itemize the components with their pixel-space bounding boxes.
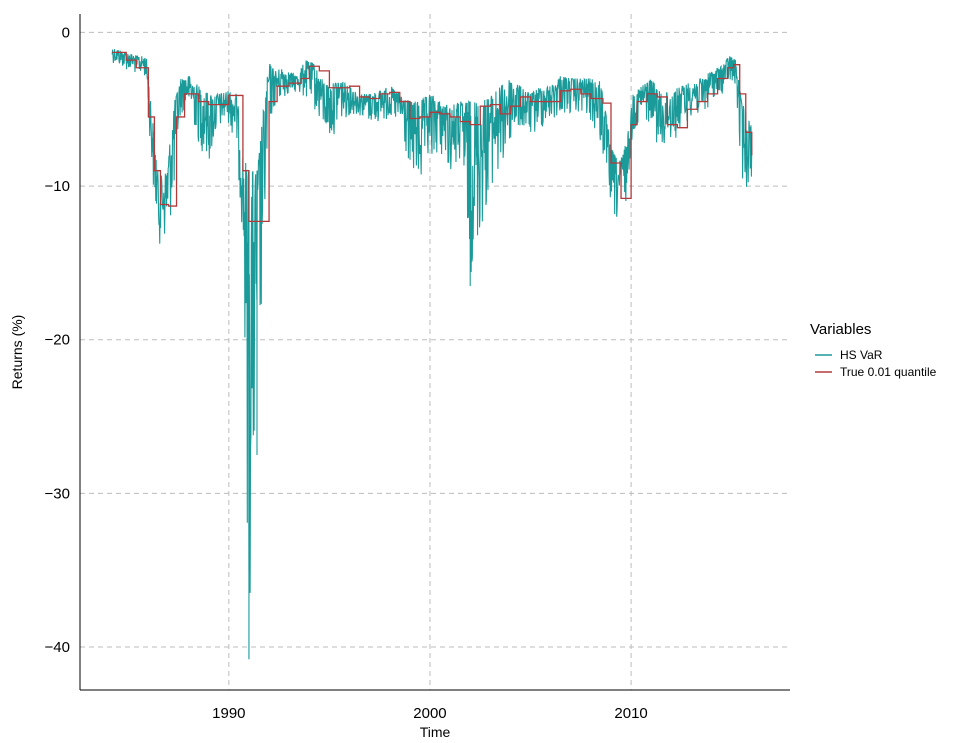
y-tick-label-2: −20: [45, 332, 70, 349]
legend-label-hs-var: HS VaR: [840, 348, 883, 362]
legend-title: Variables: [810, 321, 871, 338]
y-tick-label-0: 0: [62, 24, 70, 41]
series-layer: [111, 49, 753, 660]
x-tick-label-1: 2000: [413, 705, 446, 722]
legend: Variables HS VaR True 0.01 quantile: [810, 321, 937, 379]
axes: [79, 14, 790, 691]
y-tick-label-4: −40: [45, 639, 70, 656]
y-axis-title: Returns (%): [9, 315, 25, 390]
legend-label-true-quantile: True 0.01 quantile: [840, 365, 937, 379]
y-tick-label-3: −30: [45, 485, 70, 502]
series-true-quantile: [112, 51, 753, 223]
x-tick-label-0: 1990: [212, 705, 245, 722]
series-hs-var: [111, 49, 753, 660]
true-quantile-line: [112, 51, 753, 223]
x-axis-title: Time: [420, 724, 451, 740]
x-tick-label-2: 2010: [614, 705, 647, 722]
hs-var-line: [111, 49, 753, 660]
y-tick-label-1: −10: [45, 178, 70, 195]
tick-labels: 1990 2000 2010 0 −10 −20 −30 −40: [45, 24, 648, 722]
